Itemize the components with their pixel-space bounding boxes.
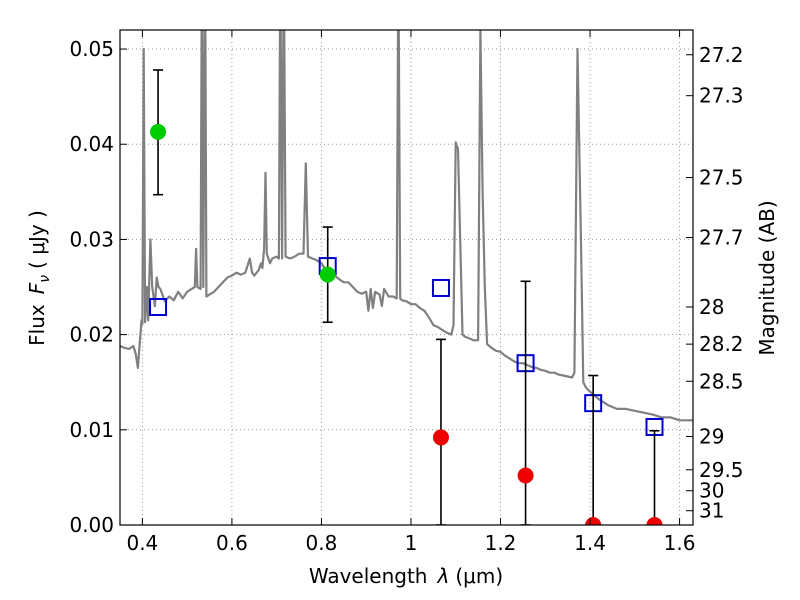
nondetection-point — [517, 467, 534, 484]
x-tick-label: 0.4 — [126, 531, 158, 555]
x-tick-label: 1.2 — [485, 531, 517, 555]
plot-area — [120, 30, 693, 525]
magnitude-tick-label: 31 — [699, 499, 724, 523]
y-axis-label: FluxFν( μJy ) — [25, 210, 53, 346]
x-tick-label: 1.4 — [574, 531, 606, 555]
y-tick-label: 0.00 — [69, 513, 114, 537]
magnitude-axis-label: Magnitude (AB) — [755, 200, 779, 355]
magnitude-tick-label: 29.5 — [699, 458, 744, 482]
x-axis-label: Wavelength λ (μm) — [309, 564, 503, 588]
magnitude-tick-label: 28 — [699, 295, 724, 319]
y-tick-label: 0.05 — [69, 37, 114, 61]
magnitude-tick-label: 27.5 — [699, 166, 744, 190]
detection-point — [319, 266, 336, 283]
magnitude-tick-label: 30 — [699, 479, 724, 503]
detection-point — [150, 123, 167, 140]
x-tick-label: 0.8 — [306, 531, 338, 555]
nondetection-point — [646, 517, 663, 525]
x-tick-label: 1 — [405, 531, 418, 555]
x-tick-label: 0.6 — [216, 531, 248, 555]
y-tick-label: 0.03 — [69, 227, 114, 251]
model-photometry-square — [431, 278, 450, 297]
plot-frame — [119, 29, 694, 526]
magnitude-tick-label: 27.2 — [699, 43, 744, 67]
sed-spectrum-line — [120, 30, 693, 422]
y-tick-label: 0.02 — [69, 323, 114, 347]
magnitude-tick-label: 28.5 — [699, 369, 744, 393]
ticks: 0.4 0.6 0.8 1 1.2 1.4 1.6 0.00 0.01 0.02 0.03 0.04 0… — [69, 30, 744, 555]
y-tick-label: 0.04 — [69, 132, 114, 156]
x-tick-label: 1.6 — [664, 531, 696, 555]
model-photometry-square — [149, 298, 168, 317]
grid — [120, 30, 693, 526]
nondetection-point — [585, 517, 602, 525]
y-tick-label: 0.01 — [69, 418, 114, 442]
magnitude-tick-label: 28.2 — [699, 332, 744, 356]
magnitude-tick-label: 29 — [699, 424, 724, 448]
magnitude-tick-label: 27.3 — [699, 84, 744, 108]
magnitude-tick-label: 27.7 — [699, 226, 744, 250]
nondetection-point — [432, 429, 449, 446]
